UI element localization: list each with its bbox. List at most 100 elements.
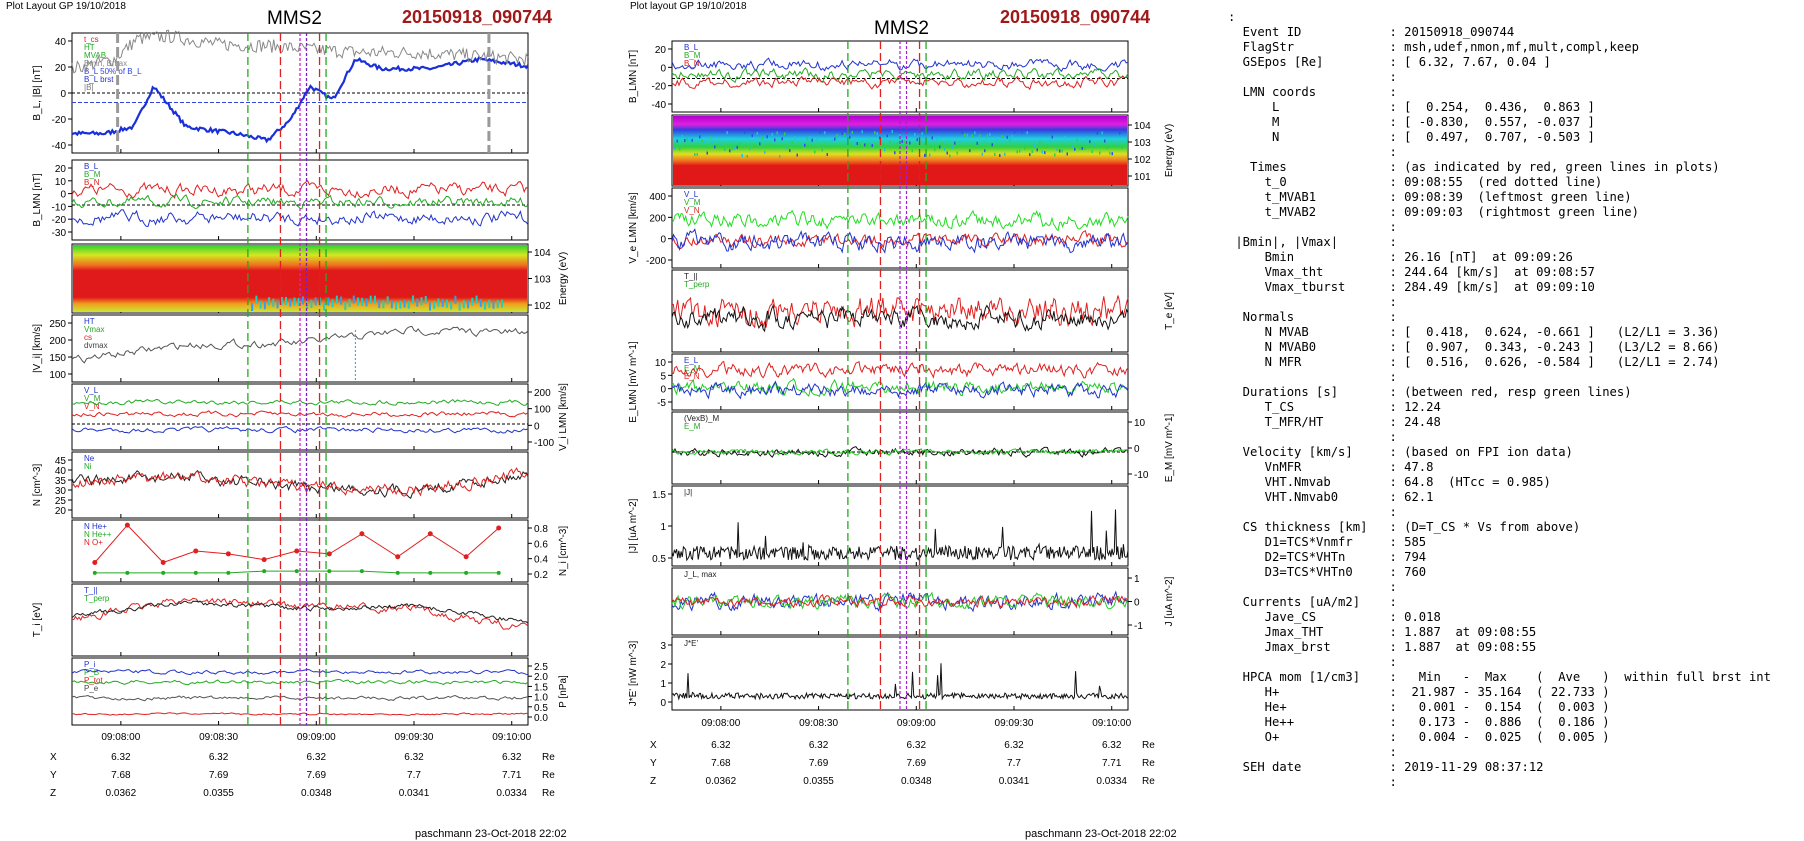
- spectrogram-texture: [1024, 146, 1026, 150]
- info-key: :: [1228, 10, 1390, 24]
- spectrogram-texture: [784, 132, 786, 136]
- y-tick-label: 250: [49, 319, 66, 330]
- legend-entry: cs: [84, 333, 92, 342]
- spectrogram-texture: [285, 296, 288, 305]
- info-key: N MVAB: [1228, 325, 1390, 339]
- legend-entry: T_perp: [84, 594, 110, 603]
- spectrogram-texture: [361, 297, 364, 306]
- spectrogram-texture: [866, 143, 868, 147]
- spectrogram-texture: [799, 145, 801, 149]
- info-line: N MVAB : [ 0.418, 0.624, -0.661 ] (L2/L1…: [1228, 325, 1800, 340]
- pos-x-value: 6.32: [307, 752, 327, 763]
- info-line: :: [1228, 745, 1800, 760]
- spectrogram-texture: [809, 136, 811, 140]
- y-tick-label: -10: [52, 202, 67, 213]
- spectrogram-texture: [357, 297, 359, 306]
- spectrogram-texture: [492, 300, 495, 309]
- spectrogram-texture: [916, 138, 918, 142]
- series-ven: [671, 228, 1129, 254]
- series-vm: [71, 410, 529, 418]
- y-tick-label-right: 0.8: [534, 524, 548, 535]
- pos-x-label: X: [50, 752, 57, 763]
- spectrogram-texture: [1066, 152, 1068, 156]
- y-tick-label-right: -100: [534, 438, 554, 449]
- spectrogram-texture: [859, 143, 861, 147]
- spectrogram-texture: [704, 140, 706, 144]
- spectrogram-texture: [475, 295, 478, 304]
- info-line: :: [1228, 505, 1800, 520]
- y-tick-label: 200: [649, 213, 666, 224]
- info-value: : 794: [1389, 550, 1427, 564]
- info-value: : [ 0.516, 0.626, -0.584 ] (L2/L1 = 2.74…: [1389, 355, 1720, 369]
- info-key: GSEpos [Re]: [1228, 55, 1390, 69]
- spectrogram-texture: [811, 138, 813, 142]
- info-key: T_CS: [1228, 400, 1390, 414]
- pos-z-label: Z: [650, 776, 656, 787]
- y-tick-label: 30: [55, 486, 67, 497]
- spectrogram-texture: [331, 299, 334, 308]
- spectrogram-texture: [433, 300, 436, 309]
- spectrogram-texture: [323, 302, 326, 311]
- spectrogram-texture: [964, 133, 966, 137]
- data-point-hepp: [463, 554, 469, 560]
- info-value: : (D=T_CS * Vs from above): [1389, 520, 1581, 534]
- info-value: : Min - Max ( Ave ) within full brst int: [1389, 670, 1771, 684]
- pos-y-value: 7.71: [502, 770, 522, 781]
- mid-panel-Ve: 400 200 0 -200 V_e LMN [km/s] V_LV_MV_N: [628, 187, 1129, 269]
- y-tick-label: 0: [660, 698, 666, 709]
- legend-entry: N He+: [84, 522, 107, 531]
- legend-entry: E_N: [684, 372, 700, 381]
- info-key: LMN coords: [1228, 85, 1390, 99]
- legend-entry: T_||: [84, 586, 98, 595]
- y-tick-label-right: 0.4: [534, 555, 548, 566]
- spectrogram-texture: [681, 134, 683, 138]
- spectrogram-texture: [789, 149, 791, 153]
- data-point-hep: [92, 570, 97, 575]
- series-vn: [71, 426, 529, 434]
- spectrogram-texture: [716, 143, 718, 147]
- spectrogram-texture: [686, 137, 688, 141]
- spectrogram-texture: [756, 132, 758, 136]
- y-tick-label-right: 103: [1134, 138, 1151, 149]
- y-tick-label-right: 0.6: [534, 539, 548, 550]
- y-tick-label: 0: [660, 385, 666, 396]
- pos-x-value: 6.32: [502, 752, 522, 763]
- y-axis-label: B_LMN [nT]: [628, 50, 639, 104]
- time-tick-label: 09:08:00: [701, 718, 740, 729]
- spectrogram-texture: [1061, 149, 1063, 153]
- info-key: D1=TCS*Vnmfr: [1228, 535, 1390, 549]
- data-point-hep: [395, 570, 400, 575]
- y-tick-label-right: 1.5: [534, 682, 548, 693]
- info-value: : 09:08:55 (red dotted line): [1389, 175, 1603, 189]
- spectrogram-texture: [1094, 143, 1096, 147]
- info-line: O+ : 0.004 - 0.025 ( 0.005 ): [1228, 730, 1800, 745]
- series-bl: [71, 180, 529, 200]
- info-line: SEH date : 2019-11-29 08:37:12: [1228, 760, 1800, 775]
- info-key: [1228, 70, 1389, 84]
- pos-unit: Re: [1142, 758, 1155, 769]
- spectrogram-texture: [1049, 140, 1051, 144]
- info-key: Times: [1228, 160, 1390, 174]
- info-line: :: [1228, 370, 1800, 385]
- spectrogram-texture: [734, 146, 736, 150]
- pos-y-value: 7.71: [1102, 758, 1122, 769]
- spectrogram-texture: [386, 296, 389, 305]
- spectrogram-texture: [836, 133, 838, 137]
- y-axis-label-right: E_M [mV m^-1]: [1164, 413, 1175, 482]
- spectrogram-texture: [1039, 140, 1041, 144]
- data-point-hepp: [294, 548, 300, 554]
- spectrogram-texture: [1014, 130, 1016, 134]
- spectrogram-texture: [804, 143, 806, 147]
- y-axis-label-right: N_i [cm^-3]: [558, 526, 569, 576]
- legend-entry: E_L: [684, 356, 699, 365]
- spectrogram-texture: [861, 130, 863, 134]
- pos-y-value: 7.69: [907, 758, 927, 769]
- data-point-hepp: [496, 525, 502, 531]
- spectrogram-texture: [761, 136, 763, 140]
- spectrogram-texture: [1046, 144, 1048, 148]
- y-tick-label: 0: [60, 89, 66, 100]
- info-value: : 0.018: [1389, 610, 1441, 624]
- legend-entry: V_L: [84, 386, 99, 395]
- info-key: Jave_CS: [1228, 610, 1390, 624]
- spectrogram-texture: [764, 150, 766, 154]
